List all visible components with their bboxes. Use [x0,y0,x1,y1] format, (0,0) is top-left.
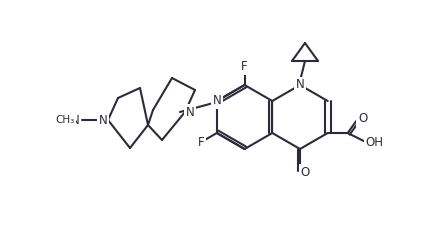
Text: N: N [212,94,221,108]
Text: N: N [99,113,107,126]
Text: O: O [358,112,367,126]
Text: OH: OH [366,135,384,148]
Text: F: F [198,135,205,148]
Text: N: N [71,113,80,126]
Text: N: N [186,106,195,119]
Text: CH₃: CH₃ [55,115,74,125]
Text: F: F [241,61,248,74]
Text: N: N [296,79,305,92]
Text: O: O [300,166,310,178]
